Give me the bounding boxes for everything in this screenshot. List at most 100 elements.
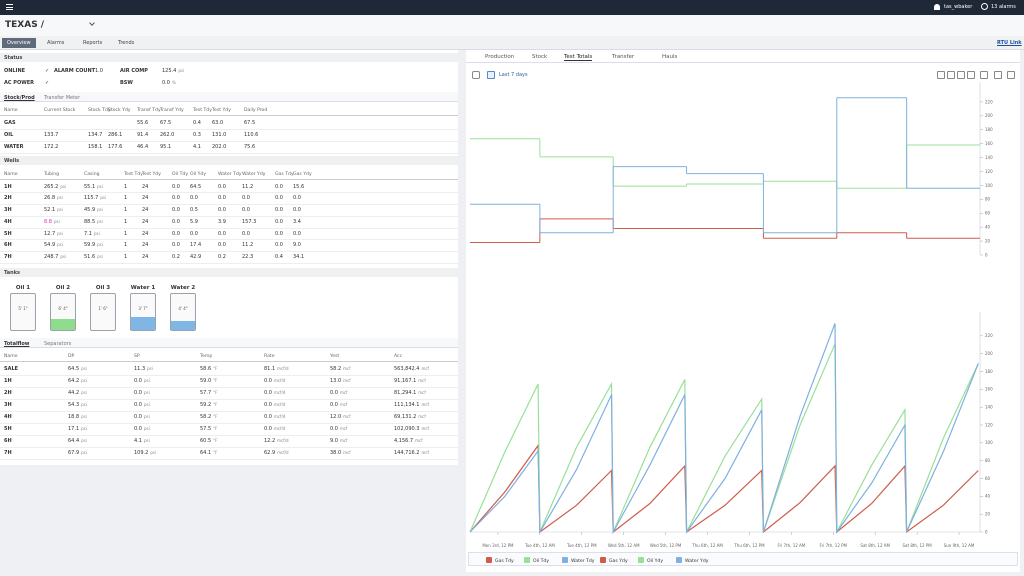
cell-value: 91.4 bbox=[137, 132, 149, 138]
date-range[interactable]: Last 7 days bbox=[499, 72, 528, 78]
table-cell: 24 bbox=[142, 195, 148, 201]
y-tick-label: 200 bbox=[985, 113, 993, 118]
cell-unit: psi bbox=[81, 378, 87, 383]
cell-value: 5H bbox=[4, 426, 12, 432]
table-cell: 91.4 bbox=[137, 132, 148, 138]
cell-value: 24 bbox=[142, 253, 149, 260]
table-row: 7H 67.9 psi 109.2 psi 64.1 °F 62.9 mcf/d 38.0 mcf 1… bbox=[0, 450, 458, 462]
cell-unit: mcf bbox=[421, 402, 429, 407]
legend-item[interactable]: Oil Tdy bbox=[524, 557, 549, 564]
cell-value: 9.0 bbox=[330, 438, 338, 444]
cell-value: 12.0 bbox=[330, 414, 342, 420]
table-cell: 0.0 mcf/d bbox=[264, 378, 285, 384]
column-header: Transf Tdy bbox=[137, 108, 161, 113]
sub-tab[interactable]: Totalflow bbox=[4, 341, 30, 347]
cell-unit: mcf bbox=[418, 414, 426, 419]
table-cell: 111,134.1 mcf bbox=[394, 402, 429, 408]
sub-tab[interactable]: Separators bbox=[44, 341, 72, 347]
chart-tab[interactable]: Production bbox=[485, 54, 515, 60]
legend-item[interactable]: Gas Ydy bbox=[600, 557, 628, 564]
cell-value: 55.6 bbox=[137, 120, 149, 126]
cell-unit: mcf/d bbox=[273, 378, 286, 383]
cell-value: 1H bbox=[4, 378, 12, 384]
cell-value: 60.5 bbox=[200, 438, 212, 444]
cell-value: 134.7 bbox=[88, 132, 103, 138]
cell-value: 0.0 bbox=[242, 195, 250, 202]
column-header: Name bbox=[4, 108, 18, 113]
table-cell: 0.0 mcf bbox=[330, 402, 347, 408]
status-unit: % bbox=[171, 80, 176, 85]
cell-value: 69,131.2 bbox=[394, 414, 417, 420]
table-cell: 24 bbox=[142, 207, 148, 213]
table-cell: 59.2 °F bbox=[200, 402, 217, 408]
table-row: 5H 17.1 psi 0.0 psi 57.5 °F 0.0 mcf/d 0.0 mcf 102,0… bbox=[0, 426, 458, 438]
alarm-count[interactable]: 13 alarms bbox=[991, 4, 1016, 10]
cell-unit: psi bbox=[81, 414, 87, 419]
table-row: OIL 133.7 134.7 286.1 91.4 262.0 0.3 131.0 110.6 bbox=[0, 132, 458, 144]
cell-unit: mcf bbox=[343, 450, 351, 455]
table-cell: 177.6 bbox=[108, 144, 122, 150]
fullscreen-button[interactable] bbox=[980, 71, 988, 79]
row-rule bbox=[0, 227, 458, 229]
x-tick-label: Fri 7th, 12 AM bbox=[777, 543, 805, 548]
cell-unit: mcf bbox=[339, 402, 348, 407]
calendar-button[interactable] bbox=[487, 71, 495, 79]
zoom-button[interactable] bbox=[937, 71, 945, 79]
nav-tab[interactable]: Reports bbox=[83, 40, 103, 46]
cell-unit: psi bbox=[147, 366, 153, 371]
tank-fill bbox=[131, 317, 155, 330]
sub-tab[interactable]: Stock/Prod bbox=[4, 95, 35, 101]
table-row: 6H 64.4 psi 4.1 psi 60.5 °F 12.2 mcf/d 9.0 mcf 4,15… bbox=[0, 438, 458, 450]
table-cell: 0.0 bbox=[190, 231, 198, 237]
chart-tab[interactable]: Hauls bbox=[662, 54, 678, 60]
save-button[interactable] bbox=[967, 71, 975, 79]
tag-button[interactable] bbox=[472, 71, 480, 79]
row-rule bbox=[0, 239, 458, 241]
table-cell: 5H bbox=[4, 426, 12, 432]
table-cell: 38.0 mcf bbox=[330, 450, 351, 456]
column-header: Casing bbox=[84, 172, 100, 177]
more-button[interactable] bbox=[1007, 71, 1015, 79]
table-row: 5H 12.7 psi 7.1 psi 1 24 0.0 0.0 0.0 0.0 0.0 0.0 bbox=[0, 231, 458, 243]
y-tick-label: 80 bbox=[985, 458, 991, 463]
chart-tab[interactable]: Stock bbox=[532, 54, 548, 60]
cell-value: 0.0 bbox=[218, 183, 226, 190]
table-cell: 0.0 bbox=[293, 231, 301, 237]
table-cell: 0.0 bbox=[275, 184, 283, 190]
menu-button[interactable] bbox=[6, 4, 13, 10]
cell-value: 59.0 bbox=[200, 378, 212, 384]
cell-value: 64.5 bbox=[190, 183, 202, 190]
print-button[interactable] bbox=[957, 71, 965, 79]
cell-value: 0.0 bbox=[275, 195, 283, 202]
cell-value: 11.2 bbox=[242, 242, 254, 249]
cell-value: 133.7 bbox=[44, 132, 59, 138]
rtu-link[interactable]: RTU Link bbox=[997, 40, 1022, 46]
nav-tab[interactable]: Alarms bbox=[47, 40, 65, 46]
tank-name: Oil 1 bbox=[15, 285, 31, 291]
cell-value: 67.5 bbox=[244, 120, 256, 126]
cell-value: 0.0 bbox=[242, 230, 250, 237]
sub-tab[interactable]: Transfer Meter bbox=[44, 95, 81, 101]
y-tick-label: 0 bbox=[985, 252, 988, 257]
nav-tab[interactable]: Overview bbox=[2, 38, 36, 48]
table-row: 6H 54.9 psi 59.9 psi 1 24 0.0 17.4 0.0 11.2 0.0 9.0 bbox=[0, 242, 458, 254]
table-cell: 0.0 bbox=[275, 242, 283, 248]
chart-tab[interactable]: Transfer bbox=[612, 54, 635, 60]
cell-value: 0.0 bbox=[330, 390, 338, 396]
cell-value: 0.0 bbox=[264, 390, 272, 396]
settings-button[interactable] bbox=[994, 71, 1002, 79]
legend-item[interactable]: Gas Tdy bbox=[486, 557, 514, 564]
table-cell: 26.8 psi bbox=[44, 195, 63, 201]
cell-unit: mcf bbox=[339, 390, 348, 395]
legend-item[interactable]: Water Tdy bbox=[562, 557, 594, 564]
legend-item[interactable]: Water Ydy bbox=[676, 557, 708, 564]
user-name[interactable]: tas_wbaker bbox=[944, 4, 973, 10]
select-button[interactable] bbox=[947, 71, 955, 79]
nav-tab[interactable]: Trends bbox=[118, 40, 135, 46]
chart-tab[interactable]: Test Totals bbox=[564, 54, 593, 61]
cell-value: 24 bbox=[142, 183, 149, 190]
legend-item[interactable]: Oil Ydy bbox=[638, 557, 663, 564]
cell-value: 15.6 bbox=[293, 183, 305, 190]
x-tick-label: Wed 5th, 12 PM bbox=[650, 543, 682, 548]
